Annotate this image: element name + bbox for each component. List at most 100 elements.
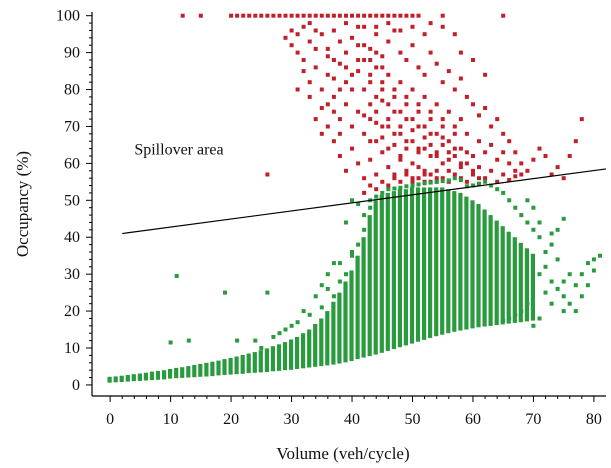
spillover-point (380, 150, 385, 155)
normal-point (422, 181, 427, 186)
spillover-point (440, 124, 445, 129)
normal-band-column (155, 370, 161, 380)
normal-point (561, 216, 566, 221)
normal-point (386, 187, 391, 192)
spillover-point (404, 94, 409, 99)
spillover-point (428, 131, 433, 136)
x-axis-title: Volume (veh/cycle) (276, 444, 409, 463)
spillover-point (368, 183, 373, 188)
y-tick-label: 70 (64, 118, 80, 135)
normal-point (331, 294, 336, 299)
spillover-point (307, 39, 312, 44)
spillover-point (325, 102, 330, 107)
spillover-point (428, 154, 433, 158)
spillover-point (344, 50, 348, 55)
normal-band-column (331, 301, 336, 365)
spillover-point (410, 117, 415, 122)
spillover-point (501, 13, 506, 18)
spillover-point (241, 13, 246, 18)
spillover-point (404, 168, 409, 173)
spillover-point (434, 131, 439, 136)
spillover-point (567, 154, 572, 158)
spillover-point (374, 187, 379, 192)
spillover-point (386, 146, 391, 151)
spillover-point (392, 87, 397, 92)
spillover-point (307, 80, 312, 85)
spillover-point (398, 13, 403, 18)
spillover-point (434, 61, 439, 66)
spillover-point (464, 94, 469, 99)
normal-point (483, 179, 488, 184)
normal-point (585, 261, 590, 266)
normal-point (325, 286, 330, 291)
spillover-point (386, 72, 391, 77)
normal-band-column (258, 350, 263, 373)
spillover-point (543, 154, 548, 158)
y-tick-label: 80 (64, 82, 80, 99)
spillover-point (374, 109, 379, 114)
normal-point (186, 338, 191, 343)
normal-band-column (204, 362, 209, 377)
spillover-point (428, 109, 433, 114)
spillover-point (452, 87, 457, 92)
spillover-point (471, 168, 475, 173)
spillover-point (313, 13, 318, 18)
normal-band-column (240, 355, 245, 374)
spillover-point (368, 46, 373, 51)
normal-point (513, 205, 518, 210)
normal-band-column (482, 209, 487, 327)
spillover-point (350, 72, 354, 77)
normal-point (531, 227, 536, 232)
spillover-point (398, 124, 403, 129)
normal-point (319, 283, 324, 288)
normal-band-column (500, 226, 505, 325)
spillover-point (416, 13, 421, 18)
normal-band-column (446, 189, 451, 334)
spillover-point (325, 46, 330, 51)
normal-point (555, 257, 560, 262)
normal-band-column (307, 329, 312, 368)
normal-point (567, 272, 572, 277)
normal-band-column (149, 371, 155, 381)
spillover-point (380, 65, 385, 70)
normal-point (591, 257, 596, 262)
spillover-point (458, 76, 463, 81)
normal-band-column (282, 342, 288, 371)
spillover-point (344, 21, 348, 26)
normal-point (337, 261, 342, 266)
spillover-point (452, 154, 457, 158)
normal-band-column (174, 367, 179, 379)
spillover-point (374, 32, 379, 37)
normal-point (471, 183, 475, 188)
spillover-point (368, 139, 373, 144)
spillover-point (416, 176, 421, 181)
normal-band-column (198, 363, 203, 377)
spillover-point (398, 50, 403, 55)
normal-point (513, 312, 518, 317)
spillover-point (458, 161, 463, 166)
spillover-point (350, 35, 354, 40)
spillover-point (440, 142, 445, 147)
normal-point (561, 309, 566, 314)
spillover-point (452, 131, 457, 136)
spillover-point (374, 172, 379, 177)
spillover-point (350, 13, 354, 18)
spillover-point (374, 120, 379, 125)
spillover-point (404, 102, 409, 107)
spillover-point (253, 13, 258, 18)
spillover-point (374, 94, 379, 99)
normal-point (579, 272, 584, 277)
normal-band-column (524, 248, 529, 322)
spillover-point (501, 150, 506, 155)
y-axis-title: Occupancy (%) (13, 151, 32, 257)
normal-point (350, 253, 354, 258)
spillover-point (434, 168, 439, 173)
spillover-point (337, 39, 342, 44)
normal-point (501, 318, 506, 323)
normal-band-column (403, 189, 408, 346)
spillover-point (289, 28, 294, 33)
normal-band-column (210, 361, 215, 377)
spillover-point (416, 109, 421, 114)
normal-band-column (385, 192, 390, 351)
normal-point (440, 179, 445, 184)
